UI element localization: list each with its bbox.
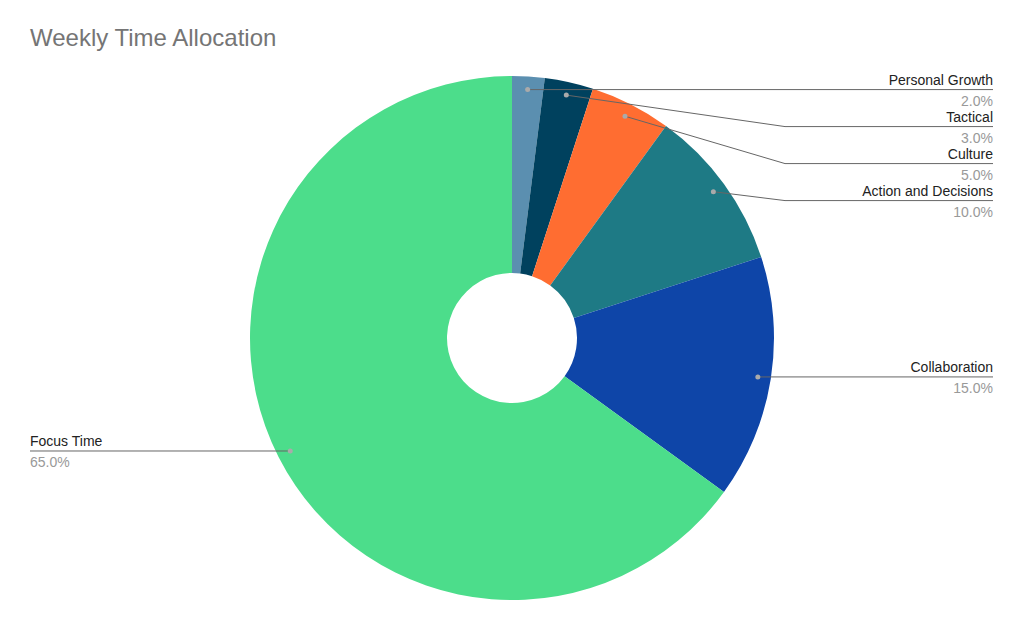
- svg-text:Tactical: Tactical: [946, 109, 993, 125]
- html-text:Weekly Time Allocation: Weekly Time Allocation: [30, 24, 277, 51]
- svg-text:5.0%: 5.0%: [961, 167, 993, 183]
- svg-text:2.0%: 2.0%: [961, 93, 993, 109]
- svg-text:Action and Decisions: Action and Decisions: [862, 183, 993, 199]
- svg-text:10.0%: 10.0%: [953, 204, 993, 220]
- svg-text:65.0%: 65.0%: [30, 454, 70, 470]
- svg-text:Focus Time: Focus Time: [30, 433, 103, 449]
- svg-text:15.0%: 15.0%: [953, 380, 993, 396]
- svg-text:3.0%: 3.0%: [961, 130, 993, 146]
- svg-text:Personal Growth: Personal Growth: [889, 72, 993, 88]
- svg-text:Collaboration: Collaboration: [911, 359, 994, 375]
- svg-text:Culture: Culture: [948, 146, 993, 162]
